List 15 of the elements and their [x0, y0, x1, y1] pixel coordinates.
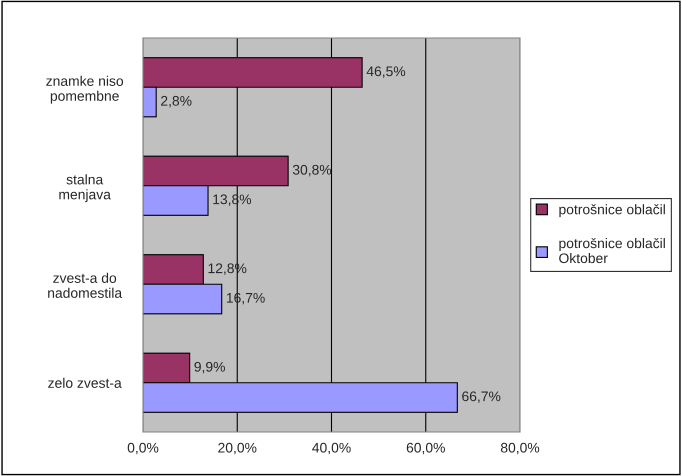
legend-label: potrošnice oblačil Oktober: [559, 238, 665, 264]
y-tick-label: zelo zvest-a: [48, 378, 122, 388]
y-tick-label: zvest-a do nadomestila: [48, 272, 122, 298]
data-label: 46,5%: [366, 66, 406, 78]
y-tick-label: stalna menjava: [59, 174, 111, 202]
x-tick-label: 60,0%: [406, 442, 445, 454]
x-tick-label: 20,0%: [218, 442, 256, 454]
legend-label: potrošnice oblačil: [559, 204, 665, 218]
data-label: 66,7%: [462, 391, 500, 403]
y-tick-label: znamke niso pomembne: [46, 76, 124, 104]
data-label: 9,9%: [194, 362, 225, 374]
x-tick-label: 40,0%: [312, 442, 351, 454]
x-tick-label: 0,0%: [128, 442, 158, 454]
data-label: 2,8%: [161, 96, 192, 108]
x-tick-label: 80,0%: [500, 442, 540, 454]
